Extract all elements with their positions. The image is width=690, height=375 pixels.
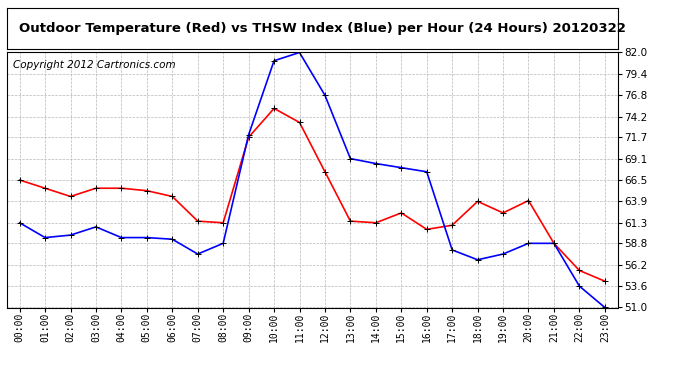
Text: Outdoor Temperature (Red) vs THSW Index (Blue) per Hour (24 Hours) 20120322: Outdoor Temperature (Red) vs THSW Index … (19, 22, 626, 34)
Text: Copyright 2012 Cartronics.com: Copyright 2012 Cartronics.com (13, 60, 176, 70)
